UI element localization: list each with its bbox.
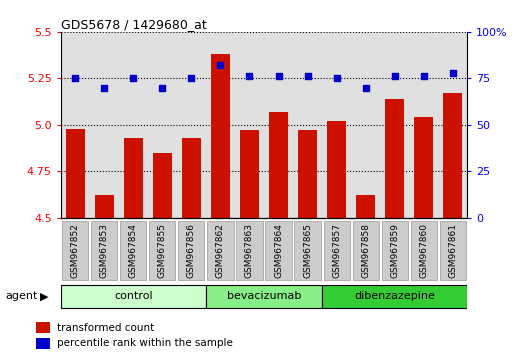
Text: agent: agent (5, 291, 37, 301)
FancyBboxPatch shape (382, 221, 408, 280)
Text: bevacizumab: bevacizumab (227, 291, 301, 301)
Text: GSM967864: GSM967864 (274, 223, 283, 278)
Point (100, 85, 109, 91)
Text: GSM967858: GSM967858 (361, 223, 370, 278)
FancyBboxPatch shape (322, 285, 467, 308)
Point (361, 85, 370, 91)
Text: GSM967852: GSM967852 (71, 223, 80, 278)
Bar (356, 195, 375, 218)
FancyBboxPatch shape (440, 221, 466, 280)
Bar (414, 118, 433, 218)
Text: GDS5678 / 1429680_at: GDS5678 / 1429680_at (61, 18, 206, 31)
Text: GSM967856: GSM967856 (187, 223, 196, 278)
Point (187, 75, 196, 81)
Bar (385, 99, 404, 218)
Text: GSM967861: GSM967861 (448, 223, 457, 278)
Point (449, 70, 457, 76)
Text: GSM967853: GSM967853 (100, 223, 109, 278)
Text: ▶: ▶ (40, 291, 48, 301)
Text: GSM967862: GSM967862 (216, 223, 225, 278)
Text: GSM967855: GSM967855 (158, 223, 167, 278)
Text: GSM967857: GSM967857 (332, 223, 341, 278)
Bar (95, 195, 114, 218)
Text: transformed count: transformed count (58, 322, 155, 332)
Point (158, 85, 167, 91)
Point (333, 75, 341, 81)
Bar (240, 130, 259, 218)
FancyBboxPatch shape (61, 285, 206, 308)
Bar (298, 130, 317, 218)
FancyBboxPatch shape (266, 221, 291, 280)
FancyBboxPatch shape (206, 285, 322, 308)
Text: GSM967863: GSM967863 (245, 223, 254, 278)
Bar (124, 138, 143, 218)
Text: GSM967860: GSM967860 (419, 223, 428, 278)
Bar (153, 153, 172, 218)
FancyBboxPatch shape (324, 221, 350, 280)
FancyBboxPatch shape (120, 221, 146, 280)
FancyBboxPatch shape (149, 221, 175, 280)
Text: dibenzazepine: dibenzazepine (354, 291, 435, 301)
Bar (36, 338, 50, 349)
Point (303, 74, 312, 79)
Point (245, 74, 254, 79)
Bar (182, 138, 201, 218)
Point (216, 62, 225, 68)
Text: percentile rank within the sample: percentile rank within the sample (58, 338, 233, 348)
Bar (36, 322, 50, 333)
Bar (211, 54, 230, 218)
FancyBboxPatch shape (237, 221, 262, 280)
FancyBboxPatch shape (295, 221, 320, 280)
Text: GSM967859: GSM967859 (390, 223, 399, 278)
FancyBboxPatch shape (178, 221, 204, 280)
Bar (66, 129, 84, 218)
Point (391, 74, 399, 79)
FancyBboxPatch shape (62, 221, 88, 280)
Point (129, 75, 138, 81)
Text: control: control (114, 291, 153, 301)
Text: GSM967854: GSM967854 (129, 223, 138, 278)
Bar (327, 121, 346, 218)
Point (71, 75, 80, 81)
FancyBboxPatch shape (208, 221, 233, 280)
Text: GSM967865: GSM967865 (303, 223, 312, 278)
FancyBboxPatch shape (353, 221, 379, 280)
FancyBboxPatch shape (411, 221, 437, 280)
Bar (269, 112, 288, 218)
Bar (444, 93, 462, 218)
Point (275, 74, 283, 79)
Point (420, 74, 428, 79)
FancyBboxPatch shape (91, 221, 117, 280)
